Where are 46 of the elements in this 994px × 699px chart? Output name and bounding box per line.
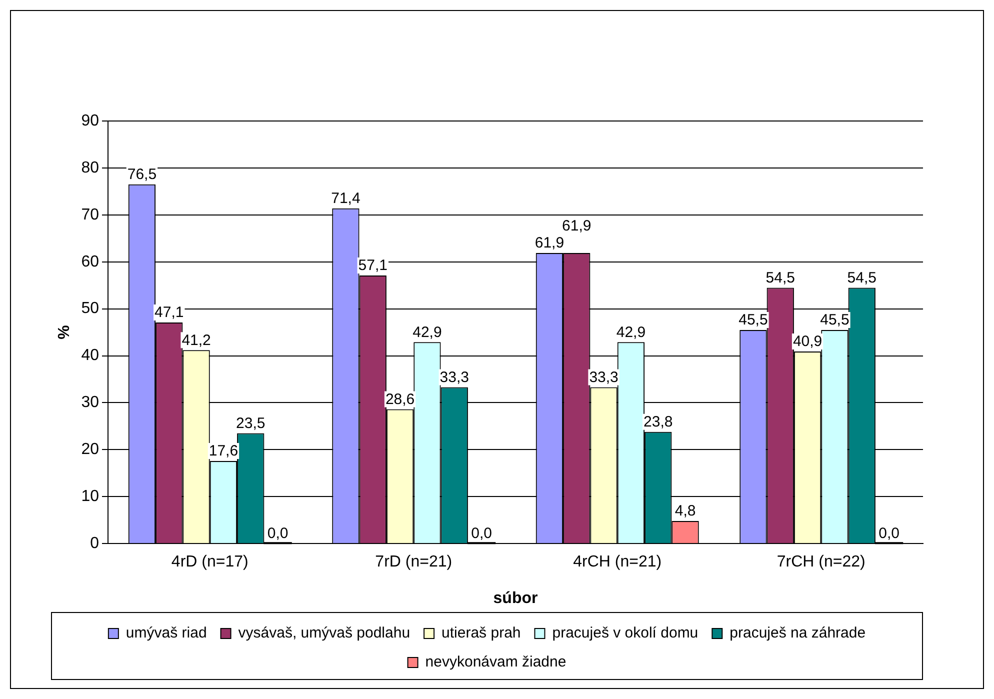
- data-label: 0,0: [267, 525, 288, 542]
- data-label: 42,9: [616, 324, 646, 341]
- data-label: 61,9: [562, 218, 592, 235]
- legend-label: pracuješ v okolí domu: [552, 624, 698, 642]
- legend-label: utieraš prah: [442, 624, 521, 642]
- data-label: 76,5: [127, 166, 157, 184]
- legend-label: nevykonávam žiadne: [425, 654, 566, 671]
- data-label: 61,9: [534, 234, 564, 252]
- y-tick-label: 20: [81, 441, 100, 458]
- y-tick-label: 30: [81, 394, 100, 412]
- x-axis-title: súbor: [493, 590, 538, 607]
- legend-label: umývaš riad: [126, 624, 207, 642]
- y-tick-label: 60: [81, 253, 100, 270]
- legend-label: pracuješ na záhrade: [730, 624, 866, 642]
- y-tick-label: 80: [81, 159, 100, 176]
- data-label: 57,1: [358, 257, 388, 274]
- x-tick-label: 7rCH (n=22): [776, 554, 866, 571]
- x-tick-label: 4rD (n=17): [171, 554, 248, 571]
- data-label: 54,5: [766, 269, 795, 286]
- y-tick-label: 10: [81, 488, 100, 506]
- y-tick-label: 70: [81, 206, 100, 224]
- data-label: 28,6: [385, 390, 415, 408]
- data-label: 23,5: [236, 414, 266, 432]
- data-label: 71,4: [331, 190, 360, 207]
- data-label: 47,1: [154, 304, 184, 322]
- y-tick-label: 50: [81, 300, 100, 318]
- data-label: 41,2: [182, 332, 211, 349]
- legend-label: vysávaš, umývaš podlahu: [238, 624, 410, 642]
- y-tick-label: 90: [81, 112, 100, 130]
- data-label: 54,5: [847, 269, 876, 286]
- data-label: 33,3: [440, 368, 469, 386]
- x-tick-label: 7rD (n=21): [375, 554, 452, 571]
- data-label: 33,3: [589, 368, 618, 386]
- y-tick-label: 0: [90, 535, 100, 552]
- y-tick-label: 40: [81, 347, 100, 364]
- data-label: 17,6: [208, 442, 238, 460]
- data-label: 23,8: [644, 413, 673, 430]
- y-axis-title: %: [56, 325, 74, 340]
- data-label: 0,0: [878, 525, 900, 542]
- x-tick-label: 4rCH (n=21): [573, 554, 662, 571]
- data-label: 45,5: [738, 312, 768, 329]
- data-label: 4,8: [674, 502, 696, 520]
- data-label: 40,9: [792, 333, 822, 350]
- data-label: 42,9: [412, 324, 442, 341]
- data-label: 0,0: [471, 525, 492, 542]
- data-label: 45,5: [820, 312, 850, 329]
